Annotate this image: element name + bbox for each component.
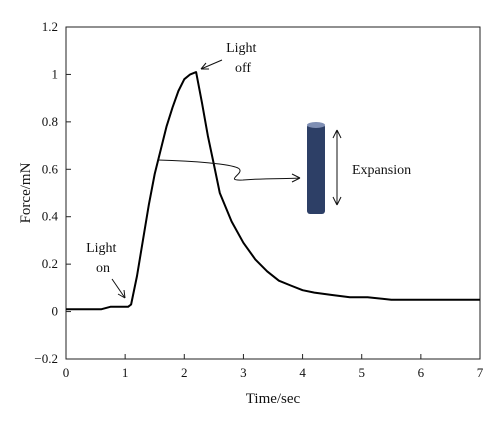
series-line [66, 71, 480, 311]
expansion-double-arrow [332, 129, 342, 206]
annotation-light-off-arrow [200, 59, 223, 70]
curved-pointer-arrow [157, 159, 300, 181]
annotation-expansion: Expansion [352, 163, 411, 178]
y-tick-label: 0.6 [42, 161, 59, 176]
x-tick-label: 5 [358, 365, 365, 380]
y-tick-label: 0.2 [42, 256, 58, 271]
y-tick-label: 1.2 [42, 19, 58, 34]
expanding-cylinder-icon [307, 122, 325, 214]
y-tick-label: 0.8 [42, 114, 58, 129]
annotation-light-on: Light on [86, 241, 120, 276]
annotation-light-off: Light off [226, 41, 260, 76]
annotation-light-off-line1: Light [226, 41, 256, 56]
annotation-light-off-arrowhead [200, 62, 209, 70]
x-axis-label: Time/sec [246, 391, 301, 407]
x-tick-label: 4 [299, 365, 306, 380]
x-tick-label: 7 [477, 365, 484, 380]
x-tick-label: 3 [240, 365, 247, 380]
y-axis-ticks: −0.2 0 0.2 0.4 0.6 0.8 1 1.2 [34, 19, 71, 366]
y-tick-label: 0.4 [42, 209, 59, 224]
y-axis-label: Force/mN [18, 162, 34, 223]
annotation-light-on-line2: on [96, 261, 110, 276]
x-tick-label: 1 [122, 365, 129, 380]
plot-frame [65, 26, 481, 360]
annotation-light-off-line2: off [235, 61, 251, 76]
y-tick-label: 0 [52, 304, 59, 319]
annotation-light-on-line1: Light [86, 241, 116, 256]
y-tick-label: 1 [52, 66, 59, 81]
annotation-light-on-arrowhead [117, 289, 126, 299]
x-axis-ticks: 0 1 2 3 4 5 6 7 [63, 354, 484, 380]
x-tick-label: 0 [63, 365, 70, 380]
x-tick-label: 6 [418, 365, 425, 380]
curved-pointer-arrowhead [291, 173, 301, 183]
y-tick-label: −0.2 [34, 351, 58, 366]
x-tick-label: 2 [181, 365, 188, 380]
annotation-light-on-arrow [111, 278, 126, 299]
